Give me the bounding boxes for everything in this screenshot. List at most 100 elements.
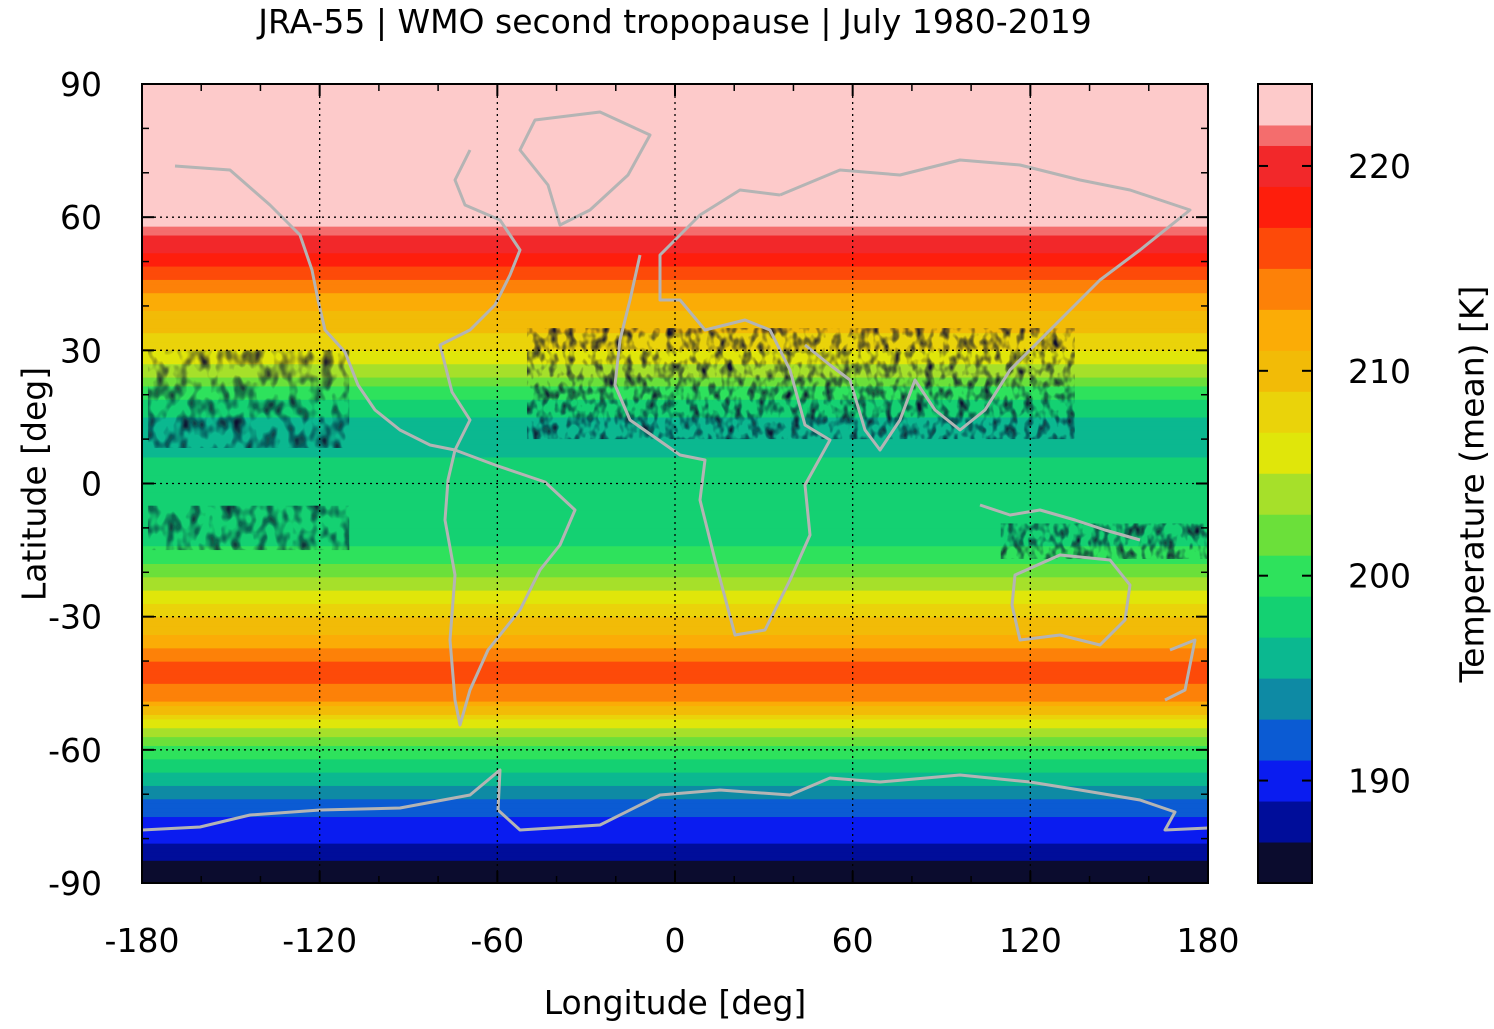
temperature-band: [142, 110, 1208, 116]
x-tick-label: -120: [282, 921, 357, 960]
temperature-band: [142, 607, 1208, 613]
temperature-band: [142, 740, 1208, 746]
coastline-greenland: [518, 110, 652, 227]
temperature-band: [142, 723, 1208, 729]
temperature-band: [142, 705, 1208, 711]
x-tick-label: 120: [999, 921, 1062, 960]
coastline-australia: [1010, 553, 1132, 647]
temperature-band: [142, 252, 1208, 258]
temperature-band: [142, 270, 1208, 276]
coastline-africa-europe: [613, 188, 832, 637]
temperature-band: [142, 678, 1208, 684]
colorbar-segment: [1258, 801, 1312, 843]
colorbar-segment: [1258, 432, 1312, 474]
temperature-band: [142, 217, 1208, 223]
temperature-band: [142, 758, 1208, 764]
coastline-south-america: [443, 448, 577, 727]
temperature-band: [142, 749, 1208, 755]
temperature-band: [142, 816, 1208, 822]
coastline-north-america: [174, 149, 522, 452]
y-tick-label: 90: [60, 65, 102, 104]
temperature-band: [142, 452, 1208, 458]
x-tick-label: 60: [832, 921, 874, 960]
temperature-band: [142, 119, 1208, 125]
temperature-band: [142, 527, 1208, 533]
temperature-band: [142, 97, 1208, 103]
cold-region: [147, 505, 350, 551]
coastline-new-zealand: [1164, 638, 1197, 702]
temperature-band: [142, 576, 1208, 582]
cold-region: [526, 328, 1075, 440]
temperature-band: [142, 128, 1208, 134]
y-axis-label: Latitude [deg]: [14, 366, 54, 602]
x-axis-ticks: -180 -120 -60 0 60 120 180: [105, 84, 1240, 960]
temperature-band: [142, 767, 1208, 773]
temperature-band: [142, 234, 1208, 240]
y-tick-label: -60: [48, 731, 102, 770]
temperature-band: [142, 661, 1208, 667]
colorbar-segment: [1258, 268, 1312, 310]
temperature-band: [142, 319, 1208, 325]
temperature-band: [142, 159, 1208, 165]
temperature-band: [142, 323, 1208, 329]
temperature-band: [142, 163, 1208, 169]
temperature-band: [142, 283, 1208, 289]
temperature-band: [142, 843, 1208, 849]
colorbar-tick-label: 220: [1348, 147, 1411, 186]
temperature-band: [142, 248, 1208, 254]
colorbar: [1258, 84, 1312, 884]
temperature-band: [142, 519, 1208, 525]
colorbar-segment: [1258, 719, 1312, 761]
temperature-band: [142, 625, 1208, 631]
temperature-band: [142, 629, 1208, 636]
temperature-band: [142, 194, 1208, 201]
temperature-band: [142, 638, 1208, 644]
temperature-band: [142, 776, 1208, 782]
temperature-band: [142, 265, 1208, 272]
temperature-band: [142, 727, 1208, 733]
colorbar-ticks: 220 210 200 190: [1258, 147, 1411, 801]
temperature-band: [142, 834, 1208, 840]
colorbar-tick-label: 200: [1348, 557, 1411, 596]
temperature-band: [142, 829, 1208, 835]
temperature-band: [142, 794, 1208, 800]
temperature-band: [142, 474, 1208, 480]
temperature-band: [142, 177, 1208, 183]
temperature-band: [142, 212, 1208, 218]
y-tick-label: 0: [81, 465, 102, 504]
x-tick-label: 0: [665, 921, 686, 960]
colorbar-segment: [1258, 514, 1312, 556]
temperature-band: [142, 763, 1208, 769]
coastline-antarctica: [142, 768, 1208, 832]
colorbar-segment: [1258, 678, 1312, 720]
temperature-band: [142, 505, 1208, 511]
temperature-band: [142, 221, 1208, 227]
temperature-band: [142, 132, 1208, 138]
temperature-band: [142, 780, 1208, 786]
temperature-band: [142, 612, 1208, 618]
temperature-band: [142, 168, 1208, 174]
temperature-band: [142, 851, 1208, 857]
temperature-band: [142, 456, 1208, 462]
colorbar-frame: [1257, 83, 1313, 884]
temperature-band: [142, 301, 1208, 307]
x-axis-label: Longitude [deg]: [543, 983, 807, 1022]
coastline-asia: [779, 158, 1192, 452]
colorbar-tick-label: 190: [1348, 762, 1411, 801]
temperature-band: [142, 745, 1208, 751]
temperature-band: [142, 541, 1208, 547]
temperature-band: [142, 572, 1208, 578]
temperature-band: [142, 847, 1208, 853]
temperature-band: [142, 665, 1208, 671]
temperature-band: [142, 825, 1208, 831]
temperature-band: [142, 696, 1208, 702]
temperature-band: [142, 603, 1208, 609]
cold-region: [147, 350, 350, 448]
temperature-band: [142, 305, 1208, 311]
colorbar-segment: [1258, 227, 1312, 269]
temperature-band: [142, 674, 1208, 680]
temperature-band: [142, 203, 1208, 209]
temperature-band: [142, 510, 1208, 516]
temperature-band: [142, 656, 1208, 662]
